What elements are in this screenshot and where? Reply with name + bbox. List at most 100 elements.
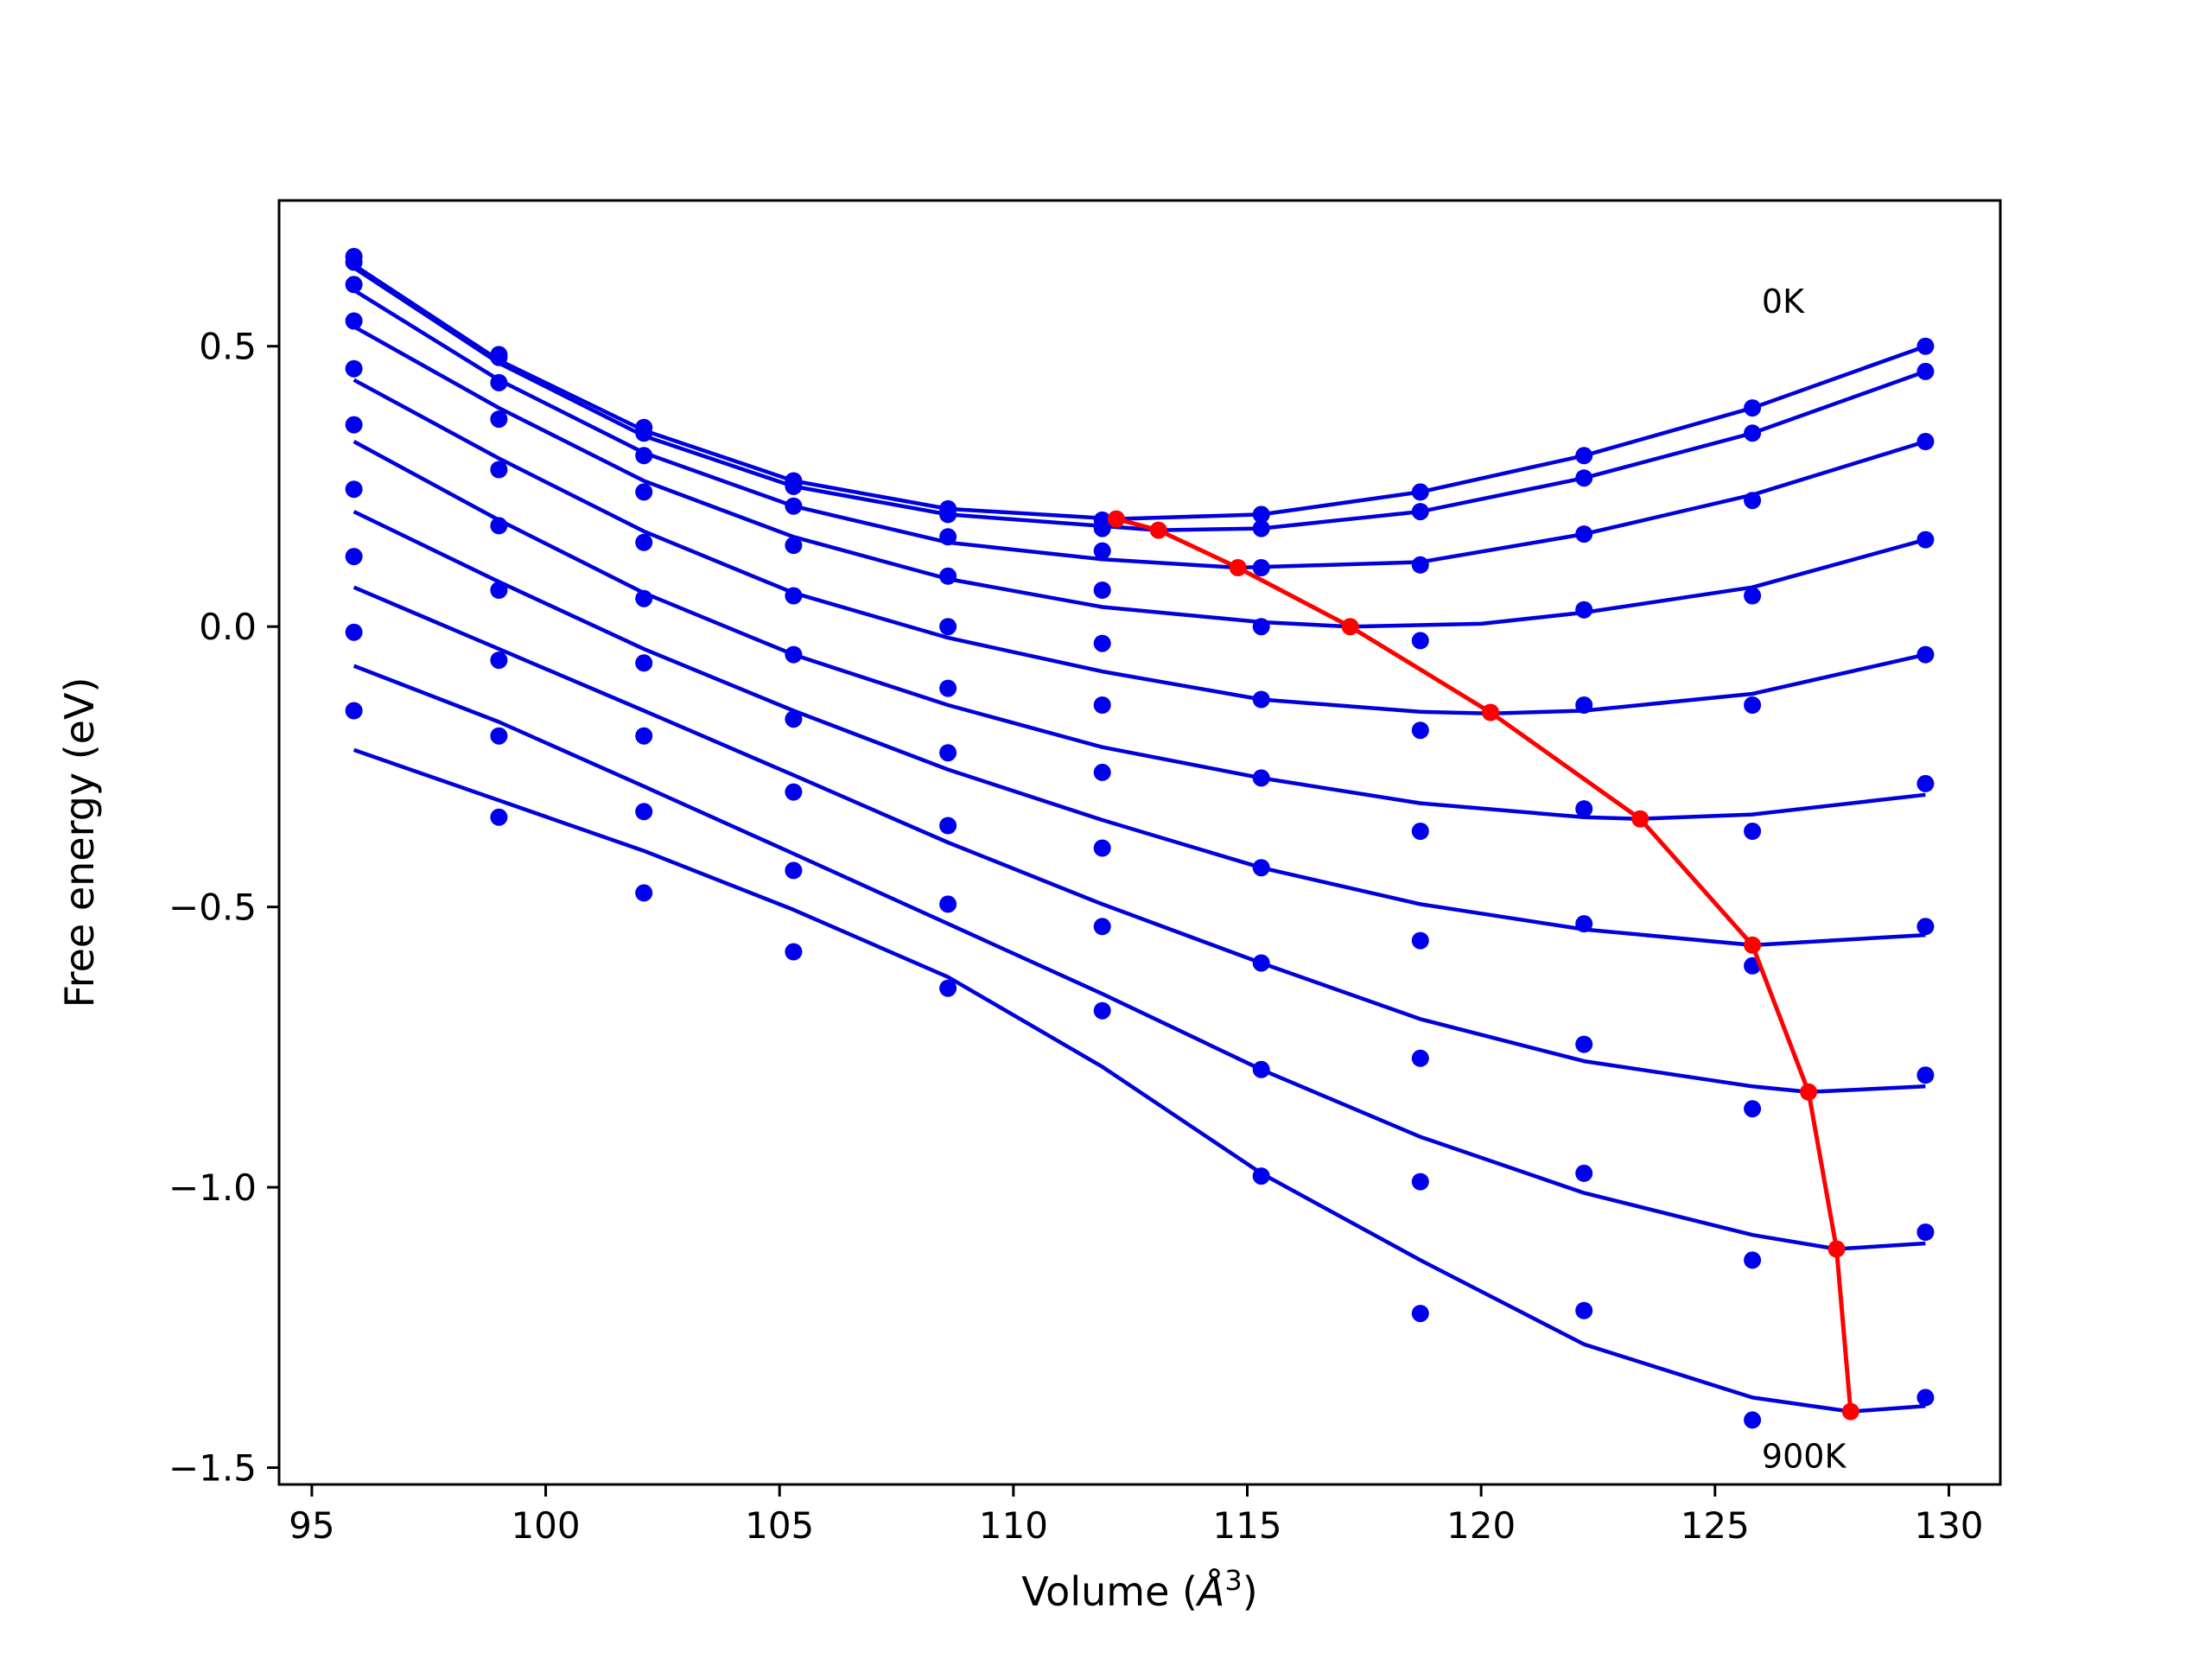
- data-point-3-7: [1252, 559, 1270, 576]
- data-point-6-9: [1575, 800, 1593, 818]
- data-point-3-10: [1744, 492, 1762, 510]
- data-point-8-7: [1252, 954, 1270, 972]
- data-point-9-5: [939, 895, 957, 913]
- minimum-point-5: [1482, 703, 1499, 721]
- minimum-point-3: [1229, 559, 1247, 576]
- data-point-5-10: [1744, 696, 1762, 714]
- data-point-10-9: [1575, 1301, 1593, 1319]
- data-point-8-1: [345, 548, 363, 566]
- data-point-4-6: [1093, 582, 1111, 599]
- y-tick-label-0: −1.5: [168, 1447, 257, 1490]
- y-tick-label-1: −1.0: [168, 1166, 257, 1209]
- minimum-point-9: [1827, 1240, 1846, 1258]
- data-point-10-2: [490, 808, 508, 826]
- data-point-5-6: [1093, 634, 1111, 652]
- minimum-point-6: [1631, 810, 1649, 828]
- x-tick-label-120: 120: [1446, 1504, 1516, 1547]
- data-point-5-11: [1916, 645, 1935, 664]
- fit-curve-9: [353, 664, 1926, 1251]
- data-point-6-7: [1252, 769, 1270, 787]
- data-point-4-3: [635, 483, 653, 501]
- data-point-1-7: [1252, 505, 1270, 524]
- data-point-3-1: [345, 276, 363, 294]
- data-point-8-6: [1093, 839, 1111, 857]
- data-point-9-1: [345, 623, 363, 641]
- x-tick-label-100: 100: [511, 1504, 580, 1547]
- data-point-4-4: [785, 537, 803, 555]
- y-tick-label-2: −0.5: [168, 887, 257, 929]
- x-tick-label-110: 110: [979, 1504, 1048, 1547]
- data-point-3-5: [939, 528, 957, 546]
- data-point-8-2: [490, 652, 508, 670]
- data-point-1-9: [1575, 447, 1593, 465]
- data-point-10-3: [635, 884, 653, 902]
- data-point-8-4: [785, 783, 803, 801]
- annotation-2: 900K: [1762, 1438, 1847, 1476]
- fit-curve-10: [353, 747, 1926, 1414]
- y-axis-label: Free energy (eV): [56, 677, 103, 1008]
- data-point-2-6: [1093, 519, 1111, 537]
- data-point-7-4: [785, 710, 803, 728]
- x-axis-label: Volume (Å3): [1021, 1564, 1257, 1615]
- data-point-8-9: [1575, 1035, 1593, 1053]
- x-tick-label-125: 125: [1681, 1504, 1750, 1547]
- data-point-3-6: [1093, 542, 1111, 560]
- data-point-9-2: [490, 727, 508, 745]
- data-point-4-10: [1744, 587, 1762, 605]
- data-point-2-10: [1744, 424, 1762, 442]
- data-point-10-1: [345, 702, 363, 720]
- annotations: 0K 900K: [1762, 283, 1847, 1476]
- data-point-6-11: [1916, 774, 1935, 792]
- data-point-1-8: [1411, 483, 1429, 501]
- fit-curve-8: [353, 585, 1926, 1095]
- plot-area: [345, 247, 1935, 1429]
- data-point-2-5: [939, 505, 957, 524]
- data-point-9-11: [1916, 1224, 1935, 1241]
- x-axis-label-exponent: 3: [1224, 1564, 1242, 1597]
- data-point-4-2: [490, 410, 508, 429]
- minimum-point-10: [1841, 1402, 1859, 1421]
- data-point-7-5: [939, 744, 957, 762]
- minimum-point-2: [1149, 521, 1167, 539]
- y-tick-label-4: 0.5: [199, 326, 257, 368]
- data-point-9-10: [1744, 1251, 1762, 1269]
- data-point-10-8: [1411, 1305, 1429, 1323]
- data-point-10-11: [1916, 1389, 1935, 1407]
- minimum-point-7: [1744, 936, 1762, 954]
- data-point-2-2: [490, 348, 508, 366]
- data-point-3-4: [785, 497, 803, 515]
- data-point-6-10: [1744, 823, 1762, 840]
- plot-frame: [277, 199, 2002, 1486]
- data-point-5-3: [635, 533, 653, 551]
- data-point-8-10: [1744, 1100, 1762, 1118]
- data-point-7-7: [1252, 859, 1270, 877]
- data-point-7-1: [345, 480, 363, 499]
- data-point-2-7: [1252, 519, 1270, 537]
- data-point-10-4: [785, 943, 803, 961]
- data-point-10-6: [1093, 1001, 1111, 1020]
- minimum-point-4: [1341, 618, 1359, 636]
- data-point-7-9: [1575, 915, 1593, 933]
- fit-curve-7: [353, 510, 1926, 948]
- data-point-8-3: [635, 727, 653, 745]
- data-point-4-7: [1252, 618, 1270, 636]
- data-point-2-3: [635, 424, 653, 442]
- data-point-7-8: [1411, 931, 1429, 950]
- data-point-8-5: [939, 817, 957, 835]
- data-point-8-8: [1411, 1049, 1429, 1067]
- data-point-5-5: [939, 618, 957, 636]
- data-point-9-6: [1093, 918, 1111, 936]
- data-point-4-9: [1575, 601, 1593, 619]
- data-point-3-11: [1916, 433, 1935, 450]
- fit-curve-6: [353, 440, 1926, 821]
- x-tick-label-115: 115: [1212, 1504, 1281, 1547]
- x-tick-label-95: 95: [289, 1504, 334, 1547]
- data-point-5-2: [490, 461, 508, 479]
- data-point-2-1: [345, 253, 363, 271]
- data-point-4-5: [939, 567, 957, 585]
- data-point-2-4: [785, 477, 803, 495]
- data-point-6-5: [939, 679, 957, 697]
- y-axis: −1.5 −1.0 −0.5 0.0 0.5: [168, 326, 279, 1490]
- minimum-point-1: [1107, 510, 1125, 528]
- x-axis-label-base: Volume (: [1021, 1568, 1198, 1615]
